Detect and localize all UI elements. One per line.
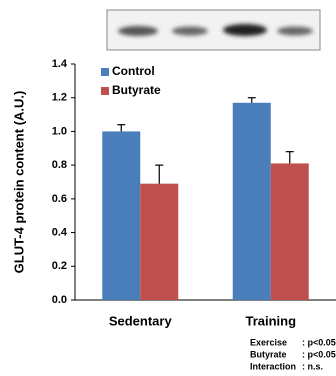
legend-label: Control — [112, 64, 155, 78]
page: {"chart_data": {"type": "bar", "y_label"… — [0, 0, 336, 376]
x-tick-label: Sedentary — [109, 313, 173, 328]
y-tick-label: 0.0 — [52, 294, 67, 306]
legend-swatch — [101, 68, 109, 76]
y-tick-label: 1.0 — [52, 125, 67, 137]
annotation-label: Interaction — [250, 361, 296, 371]
annotation-value: : p<0.05 — [302, 337, 336, 347]
error-bar — [286, 152, 294, 164]
error-bar — [248, 98, 256, 103]
y-tick-label: 1.2 — [52, 92, 67, 104]
y-tick-label: 0.2 — [52, 260, 67, 272]
chart: GLUT-4 protein content (A.U.) 0.0 0.2 0.4 0… — [0, 0, 336, 376]
x-tick-label: Training — [245, 313, 296, 328]
error-bar — [117, 125, 125, 132]
y-tick-label: 0.6 — [52, 193, 67, 205]
western-blot — [107, 10, 320, 50]
y-tick-label: 0.8 — [52, 159, 67, 171]
annotation-value: : p<0.05 — [302, 349, 336, 359]
y-tick-label: 1.4 — [52, 58, 68, 70]
legend-label: Butyrate — [112, 83, 161, 97]
bar — [271, 163, 309, 300]
y-tick-label: 0.4 — [52, 226, 68, 238]
y-axis-label: GLUT-4 protein content (A.U.) — [11, 91, 26, 274]
annotation-label: Exercise — [250, 337, 287, 347]
annotation-value: : n.s. — [302, 361, 323, 371]
legend-swatch — [101, 87, 109, 95]
annotation-label: Butyrate — [250, 349, 287, 359]
bar — [233, 103, 271, 300]
bar — [140, 184, 178, 300]
bar — [102, 131, 140, 300]
error-bar — [155, 165, 163, 184]
